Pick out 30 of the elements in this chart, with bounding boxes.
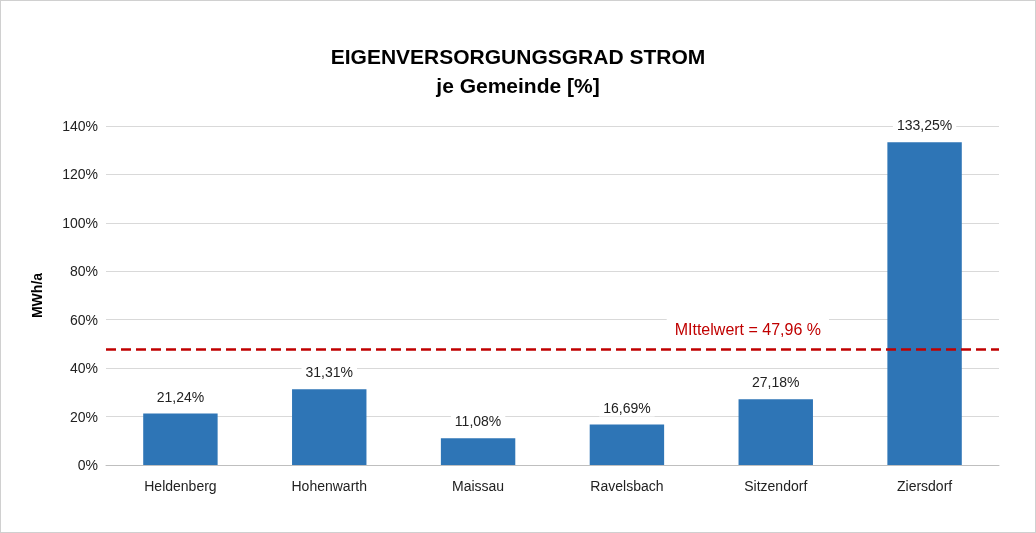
y-tick-label: 0%	[77, 457, 98, 473]
bar	[440, 438, 516, 465]
x-tick-label: Sitzendorf	[744, 478, 808, 494]
y-tick-label: 40%	[69, 360, 98, 377]
data-label: 31,31%	[305, 364, 353, 381]
chart-title: EIGENVERSORGUNGSGRAD STROM	[330, 45, 706, 68]
y-tick-label: 100%	[62, 214, 98, 231]
data-label: 11,08%	[454, 413, 502, 430]
data-label: 21,24%	[156, 388, 205, 405]
x-tick-label: Ravelsbach	[590, 478, 664, 494]
data-label: 133,25%	[896, 117, 953, 134]
x-tick-label: Ziersdorf	[896, 478, 953, 494]
y-tick-label: 120%	[62, 166, 98, 183]
y-tick-label: 20%	[69, 408, 98, 425]
y-tick-label: 60%	[69, 311, 98, 328]
x-tick-label: Heldenberg	[144, 478, 217, 494]
y-tick-label: 140%	[62, 118, 98, 134]
bar	[887, 142, 962, 465]
bar	[143, 413, 218, 465]
bar	[589, 424, 665, 465]
bar	[292, 389, 367, 465]
ref-line-label: MIttelwert = 47,96 %	[674, 321, 821, 339]
x-tick-label: Maissau	[452, 478, 505, 494]
y-axis-title: MWh/a	[29, 272, 45, 319]
x-tick-label: Hohenwarth	[291, 478, 367, 494]
data-label: 27,18%	[752, 374, 800, 391]
bar	[738, 399, 813, 465]
data-label: 16,69%	[603, 399, 651, 416]
chart-subtitle: je Gemeinde [%]	[435, 74, 600, 97]
y-tick-label: 80%	[69, 263, 98, 280]
